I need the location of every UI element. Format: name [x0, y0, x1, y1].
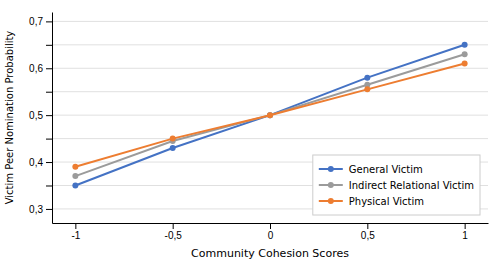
- y-tick-label: 0,7: [29, 16, 43, 27]
- point: [72, 173, 78, 179]
- x-tick-label: 1: [462, 230, 468, 241]
- legend-item: Indirect Relational Victim: [319, 180, 474, 191]
- y-tick-mark: [46, 45, 52, 46]
- y-tick-mark: [46, 92, 52, 93]
- legend-item: Physical Victim: [319, 196, 424, 207]
- legend-label: General Victim: [349, 164, 423, 175]
- x-tick-mark: [465, 223, 466, 229]
- y-tick-label: 0,5: [29, 110, 43, 121]
- y-axis: 0,3 0,4 0,5 0,6 0,7: [29, 13, 52, 224]
- y-tick: 0,4: [29, 157, 52, 168]
- x-tick: 0,5: [361, 223, 375, 241]
- point: [364, 75, 370, 81]
- point: [267, 112, 273, 118]
- legend-marker: [328, 198, 334, 204]
- point: [170, 145, 176, 151]
- grid-line: [52, 138, 488, 139]
- y-tick: [46, 185, 52, 186]
- y-tick-mark: [46, 68, 52, 69]
- y-tick: 0,5: [29, 110, 52, 121]
- y-tick-label: 0,4: [29, 157, 43, 168]
- y-tick: [46, 92, 52, 93]
- y-tick-mark: [46, 139, 52, 140]
- legend-marker: [328, 182, 334, 188]
- plot: -1 -0,5 0 0,5 1 0,3 0,4 0,5 0,6 0,7 General Victim…: [29, 13, 488, 242]
- x-tick-mark: [270, 223, 271, 229]
- y-tick: 0,7: [29, 16, 52, 27]
- point: [72, 164, 78, 170]
- series-group: [72, 42, 467, 189]
- x-tick-mark: [367, 223, 368, 229]
- grid-line: [52, 21, 488, 22]
- y-tick: [46, 45, 52, 46]
- grid: [52, 21, 488, 209]
- x-axis: -1 -0,5 0 0,5 1: [53, 223, 489, 241]
- point: [462, 42, 468, 48]
- x-tick: 0: [268, 223, 274, 241]
- x-tick-mark: [173, 223, 174, 229]
- legend-item: General Victim: [319, 164, 423, 175]
- x-tick-mark: [75, 223, 76, 229]
- y-tick-mark: [46, 185, 52, 186]
- point: [267, 112, 273, 118]
- legend-label: Indirect Relational Victim: [349, 180, 474, 191]
- y-tick: 0,6: [29, 63, 52, 74]
- chart: -1 -0,5 0 0,5 1 0,3 0,4 0,5 0,6 0,7 General Victim…: [0, 0, 500, 263]
- x-tick: -1: [71, 223, 80, 241]
- x-tick: -0,5: [165, 223, 183, 241]
- point: [72, 182, 78, 188]
- point: [364, 86, 370, 92]
- series: [72, 61, 467, 170]
- legend-frame: [313, 155, 480, 215]
- y-tick-mark: [46, 209, 52, 210]
- x-tick-label: 0: [268, 230, 274, 241]
- grid-line: [52, 91, 488, 92]
- point: [462, 51, 468, 57]
- x-axis-title: Community Cohesion Scores: [191, 247, 349, 260]
- y-axis-title: Victim Peer Nomination Probability: [4, 31, 15, 205]
- x-tick-label: 0,5: [361, 230, 375, 241]
- y-tick: [46, 139, 52, 140]
- point: [170, 136, 176, 142]
- y-tick-mark: [46, 21, 52, 22]
- point: [462, 61, 468, 67]
- series: [72, 42, 467, 189]
- grid-line: [52, 44, 488, 45]
- x-tick: 1: [462, 223, 468, 241]
- y-tick: 0,3: [29, 204, 52, 215]
- y-axis-line: [52, 13, 53, 224]
- series-line: [75, 45, 464, 186]
- y-tick-mark: [46, 162, 52, 163]
- legend-marker: [328, 166, 334, 172]
- point: [267, 112, 273, 118]
- legend-label: Physical Victim: [349, 196, 424, 207]
- series-line: [75, 64, 464, 167]
- legend: General Victim Indirect Relational Victim…: [313, 155, 480, 215]
- x-tick-label: -0,5: [165, 230, 183, 241]
- x-tick-label: -1: [71, 230, 80, 241]
- y-tick-label: 0,6: [29, 63, 43, 74]
- y-tick-mark: [46, 115, 52, 116]
- y-tick-label: 0,3: [29, 204, 43, 215]
